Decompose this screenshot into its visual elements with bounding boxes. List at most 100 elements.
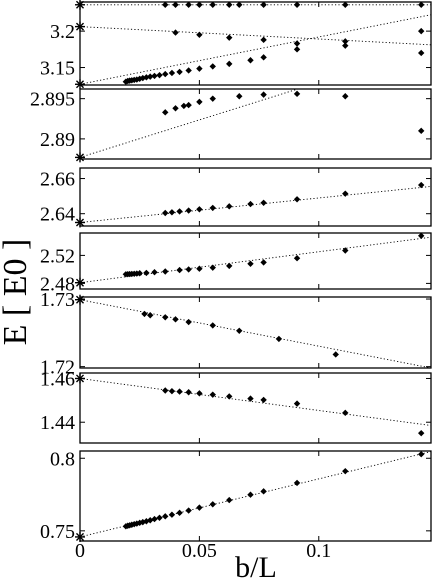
data-point <box>260 488 267 495</box>
data-point <box>226 60 233 68</box>
data-point <box>209 2 216 8</box>
data-point <box>162 314 169 321</box>
data-point <box>342 467 349 475</box>
panel-3: 2.66 2.64 <box>40 167 432 228</box>
data-point <box>247 260 254 267</box>
extrapolated-point <box>75 0 85 10</box>
y-tick-label: 2.89 <box>40 129 75 151</box>
fit-line <box>80 299 431 368</box>
data-point <box>418 127 425 135</box>
data-point <box>196 2 203 8</box>
panel-7: 0.8 0.75 <box>40 448 432 543</box>
extrapolated-point <box>75 373 85 384</box>
y-tick-label: 1.72 <box>40 357 75 379</box>
data-point <box>162 70 169 78</box>
y-tick-label: 1.46 <box>40 368 75 390</box>
panel-6: 1.46 1.44 <box>40 368 432 444</box>
y-tick-label: 2.48 <box>40 273 75 295</box>
data-point <box>275 335 283 343</box>
data-point <box>209 264 216 271</box>
data-point <box>226 34 233 41</box>
data-point <box>260 396 267 404</box>
fit-lines <box>80 299 431 368</box>
x-axis-label: b/L <box>235 551 277 584</box>
data-point <box>196 504 203 511</box>
y-tick-label: 2.66 <box>40 169 75 191</box>
fit-lines <box>80 186 431 223</box>
data-points <box>122 451 425 530</box>
panel-frame <box>79 372 432 444</box>
data-point <box>196 206 203 213</box>
data-point <box>151 269 158 276</box>
data-point <box>162 209 169 217</box>
data-point <box>293 196 301 203</box>
panel-frame <box>79 296 432 369</box>
data-point <box>293 40 301 47</box>
data-point <box>342 42 349 49</box>
data-point <box>293 2 301 8</box>
fit-lines <box>80 378 431 426</box>
data-point <box>185 507 192 514</box>
data-point <box>176 266 183 274</box>
panel-5: 1.73 1.72 <box>40 289 432 379</box>
panel-frame <box>79 232 432 290</box>
data-points <box>162 387 425 437</box>
y-tick-label: 2.52 <box>40 245 75 267</box>
data-point <box>133 520 141 527</box>
y-tick-label: 2.64 <box>40 204 75 226</box>
data-point <box>342 38 349 45</box>
extrapolated-point <box>75 79 85 90</box>
data-point <box>418 181 425 189</box>
data-point <box>226 496 233 504</box>
data-point <box>342 190 349 197</box>
extrapolated-point <box>75 531 85 542</box>
data-point <box>172 105 179 112</box>
y-tick-label: 3.15 <box>40 58 75 80</box>
data-point <box>418 451 425 458</box>
data-point <box>162 387 169 394</box>
data-point <box>196 265 203 272</box>
data-point <box>168 209 176 216</box>
fit-line <box>80 186 431 223</box>
panel-frame <box>79 450 432 542</box>
data-point <box>260 259 267 266</box>
extrapolated-point <box>75 294 85 305</box>
data-point <box>260 36 267 44</box>
data-point <box>176 68 183 76</box>
y-tick-label: 0.75 <box>40 521 75 543</box>
data-point <box>147 73 154 80</box>
data-point <box>418 49 425 57</box>
data-point <box>180 102 188 110</box>
fit-lines <box>80 451 431 538</box>
fit-line <box>80 14 431 85</box>
extrapolated-point <box>75 152 85 163</box>
data-point <box>293 479 301 487</box>
data-point <box>143 269 150 277</box>
data-point <box>209 391 216 398</box>
data-point <box>260 54 267 61</box>
data-point <box>418 233 425 239</box>
data-point <box>147 312 154 319</box>
data-point <box>236 2 243 8</box>
data-point <box>342 93 349 100</box>
fit-lines <box>80 4 431 85</box>
data-point <box>418 429 425 437</box>
data-point <box>168 69 176 77</box>
data-point <box>293 400 301 407</box>
data-point <box>247 395 254 402</box>
data-point <box>209 501 216 508</box>
data-points <box>122 233 425 278</box>
data-point <box>151 515 158 523</box>
data-point <box>196 390 203 397</box>
data-points <box>162 90 425 135</box>
data-point <box>156 71 163 79</box>
data-point <box>293 46 301 53</box>
data-point <box>236 93 243 100</box>
data-point <box>168 511 176 518</box>
data-point <box>418 27 425 35</box>
data-point <box>176 388 183 395</box>
y-tick-label: 1.44 <box>40 412 75 434</box>
data-point <box>151 72 158 80</box>
data-point <box>136 75 143 83</box>
data-point <box>342 2 349 8</box>
